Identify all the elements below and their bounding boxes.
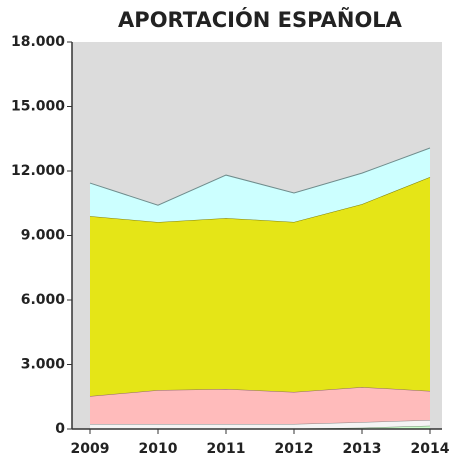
x-tick-label: 2009 [71,441,110,457]
y-tick-label: 6.000 [21,292,66,308]
area [90,387,430,425]
y-tick-label: 18.000 [11,34,65,50]
area-outline [89,147,431,206]
area [90,177,430,397]
x-tick-label: 2012 [275,441,314,457]
y-tick-label: 3.000 [21,357,66,373]
y-tick-label: 15.000 [11,99,65,115]
x-tick-label: 2011 [207,441,246,457]
x-tick-label: 2013 [343,441,382,457]
y-tick-label: 9.000 [21,228,66,244]
x-tick-label: 2010 [139,441,178,457]
area [90,147,430,223]
y-tick-label: 12.000 [11,163,65,179]
chart-title: APORTACIÓN ESPAÑOLA [118,7,403,32]
x-tick-label: 2014 [411,441,450,457]
y-tick-label: 0 [55,421,65,437]
